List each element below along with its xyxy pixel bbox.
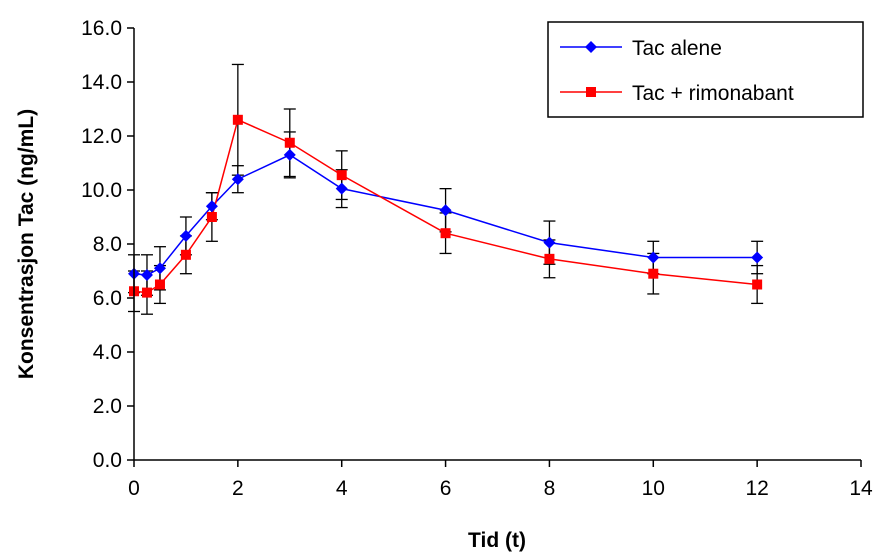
legend-marker-square	[586, 87, 596, 97]
legend-label-tac-alene: Tac alene	[632, 37, 722, 60]
data-point-tac-alene	[543, 236, 556, 249]
data-point-tac-rimonabant	[752, 279, 763, 290]
data-point-tac-alene	[179, 229, 192, 242]
data-point-tac-rimonabant	[206, 212, 217, 222]
x-tick-label: 8	[544, 477, 556, 500]
data-point-tac-alene	[231, 173, 244, 186]
data-point-tac-rimonabant	[440, 228, 451, 239]
y-tick-label: 2.0	[93, 395, 122, 418]
data-point-tac-alene	[647, 251, 660, 264]
x-tick-label: 6	[440, 477, 452, 500]
x-tick-label: 0	[128, 477, 140, 500]
data-point-tac-alene	[439, 204, 452, 217]
legend-box	[547, 21, 864, 118]
data-point-tac-alene	[140, 269, 153, 282]
legend-marker-diamond	[585, 41, 597, 53]
data-point-tac-rimonabant	[154, 279, 165, 290]
y-tick-label: 14.0	[81, 71, 122, 94]
legend-label-tac-rimonabant: Tac + rimonabant	[632, 82, 794, 105]
data-point-tac-rimonabant	[544, 253, 555, 264]
y-tick-label: 16.0	[81, 17, 122, 40]
x-tick-label: 2	[232, 477, 244, 500]
data-point-tac-rimonabant	[336, 170, 347, 181]
data-point-tac-rimonabant	[648, 268, 659, 279]
y-tick-label: 0.0	[93, 449, 122, 472]
x-tick-label: 4	[336, 477, 348, 500]
y-tick-label: 6.0	[93, 287, 122, 310]
data-point-tac-alene	[283, 148, 296, 161]
series-markers	[128, 114, 764, 298]
data-point-tac-rimonabant	[232, 114, 243, 125]
y-tick-label: 12.0	[81, 125, 122, 148]
data-point-tac-rimonabant	[141, 287, 152, 298]
data-point-tac-alene	[153, 262, 166, 275]
x-ticks: 0 2 4 6 8 10 12 14	[128, 460, 873, 500]
x-tick-label: 10	[642, 477, 665, 500]
y-tick-label: 4.0	[93, 341, 122, 364]
x-tick-label: 14	[849, 477, 873, 500]
data-point-tac-alene	[751, 251, 764, 264]
data-point-tac-rimonabant	[284, 137, 295, 148]
y-tick-label: 8.0	[93, 233, 122, 256]
data-point-tac-alene	[335, 182, 348, 195]
legend: Tac alene Tac + rimonabant	[547, 21, 864, 118]
x-axis-title: Tid (t)	[468, 529, 526, 552]
data-point-tac-rimonabant	[180, 249, 191, 260]
y-ticks: 0.0 2.0 4.0 6.0 8.0 10.0 12.0 14.0 16.0	[81, 17, 134, 472]
y-axis-title: Konsentrasjon Tac (ng/mL)	[15, 109, 38, 379]
x-tick-label: 12	[745, 477, 768, 500]
data-point-tac-alene	[205, 200, 218, 213]
y-tick-label: 10.0	[81, 179, 122, 202]
